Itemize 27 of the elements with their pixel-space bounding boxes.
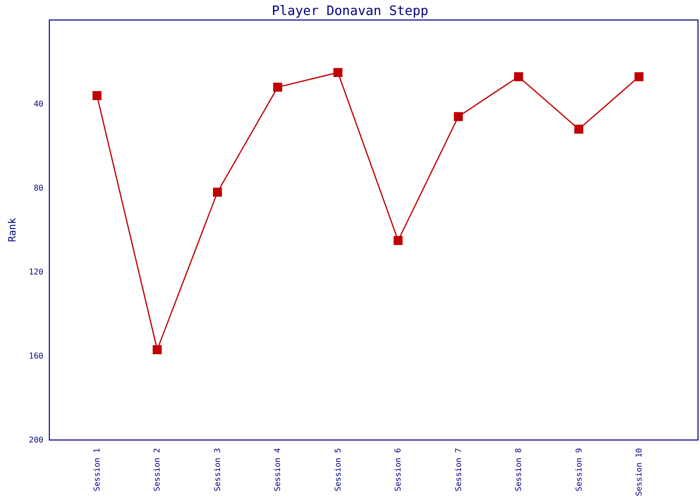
- point: [514, 72, 524, 82]
- point: [212, 188, 222, 197]
- point: [634, 72, 644, 82]
- point: [394, 236, 403, 245]
- x-tick-label: Session 1: [92, 448, 102, 492]
- x-tick-label: Session 3: [212, 448, 222, 492]
- y-tick-label: 40: [34, 100, 44, 108]
- point: [574, 124, 584, 134]
- y-tick-label: 200: [28, 436, 44, 444]
- x-tick-label: Session 6: [394, 448, 403, 492]
- point: [273, 82, 282, 92]
- x-tick-label: Session 8: [514, 448, 524, 492]
- y-axis-title: Rank: [8, 218, 18, 242]
- point: [454, 112, 463, 122]
- point: [333, 68, 342, 77]
- y-tick-label: 160: [28, 352, 44, 360]
- point: [152, 345, 162, 354]
- x-tick-label: Session 4: [273, 448, 282, 492]
- y-tick-label: 80: [34, 184, 44, 192]
- x-tick-label: Session 9: [574, 448, 584, 492]
- x-tick-label: Session 2: [152, 448, 162, 492]
- x-tick-label: Session 10: [634, 448, 644, 496]
- x-tick-label: Session 7: [454, 448, 463, 492]
- y-tick-label: 120: [28, 268, 44, 276]
- chart-title: Player Donavan Stepp: [272, 4, 428, 19]
- x-tick-label: Session 5: [333, 448, 342, 492]
- point: [92, 91, 102, 100]
